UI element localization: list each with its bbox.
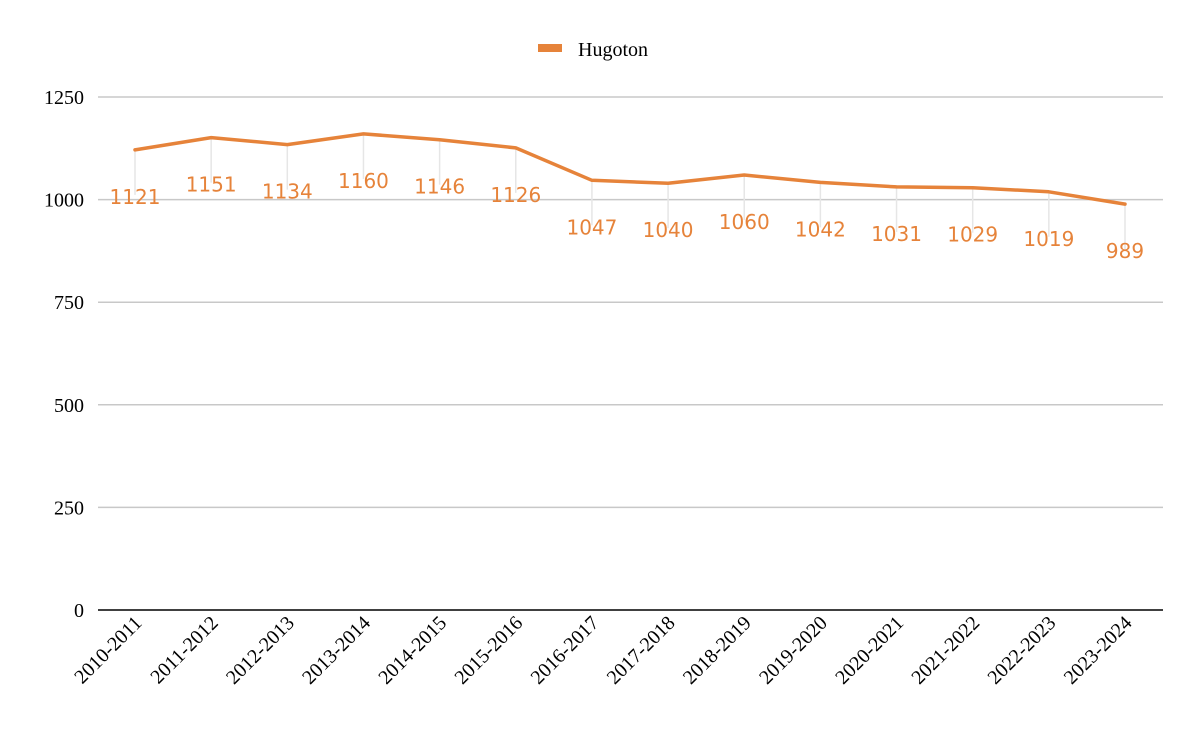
data-label: 1134 [262,180,313,204]
x-tick-label: 2021-2022 [907,612,984,689]
x-tick-label: 2017-2018 [603,612,680,689]
x-tick-label: 2018-2019 [679,612,756,689]
data-label: 1126 [490,183,541,207]
data-label: 1146 [414,175,465,199]
x-tick-label: 2013-2014 [298,612,375,689]
x-axis: 2010-2011 2011-2012 2012-2013 2013-2014 2014… [70,612,1136,689]
y-tick-label: 1000 [44,190,84,212]
x-tick-label: 2015-2016 [450,612,527,689]
x-tick-label: 2016-2017 [527,612,604,689]
y-tick-label: 500 [54,395,84,417]
y-axis: 0 250 500 750 1000 1250 [44,87,84,622]
x-tick-label: 2022-2023 [984,612,1061,689]
data-label: 1040 [643,218,694,242]
x-tick-label: 2010-2011 [70,612,146,688]
data-label: 1042 [795,217,846,241]
y-tick-label: 0 [74,600,84,622]
data-label: 1047 [566,215,617,239]
y-tick-label: 250 [54,497,84,519]
series-line [133,132,1127,206]
data-label: 989 [1106,239,1144,263]
y-tick-label: 750 [54,292,84,314]
x-tick-label: 2014-2015 [374,612,451,689]
data-label: 1019 [1023,227,1074,251]
gridlines [98,96,1163,509]
legend-label-hugoton: Hugoton [578,39,648,61]
x-tick-label: 2012-2013 [222,612,299,689]
x-tick-label: 2011-2012 [146,612,222,688]
data-label: 1031 [871,222,922,246]
data-label: 1151 [186,173,237,197]
data-label: 1060 [719,210,770,234]
data-labels: 1121 1151 1134 1160 1146 1126 1047 1040 1060 1042… [110,169,1145,263]
drop-lines [134,133,1126,250]
x-tick-label: 2020-2021 [831,612,908,689]
legend: Hugoton [538,39,648,61]
data-label: 1160 [338,169,389,193]
series-hugoton [133,132,1127,206]
data-label: 1029 [947,223,998,247]
legend-swatch-hugoton [538,44,562,52]
y-tick-label: 1250 [44,87,84,109]
x-tick-label: 2019-2020 [755,612,832,689]
x-tick-label: 2023-2024 [1060,612,1137,689]
data-label: 1121 [110,185,161,209]
